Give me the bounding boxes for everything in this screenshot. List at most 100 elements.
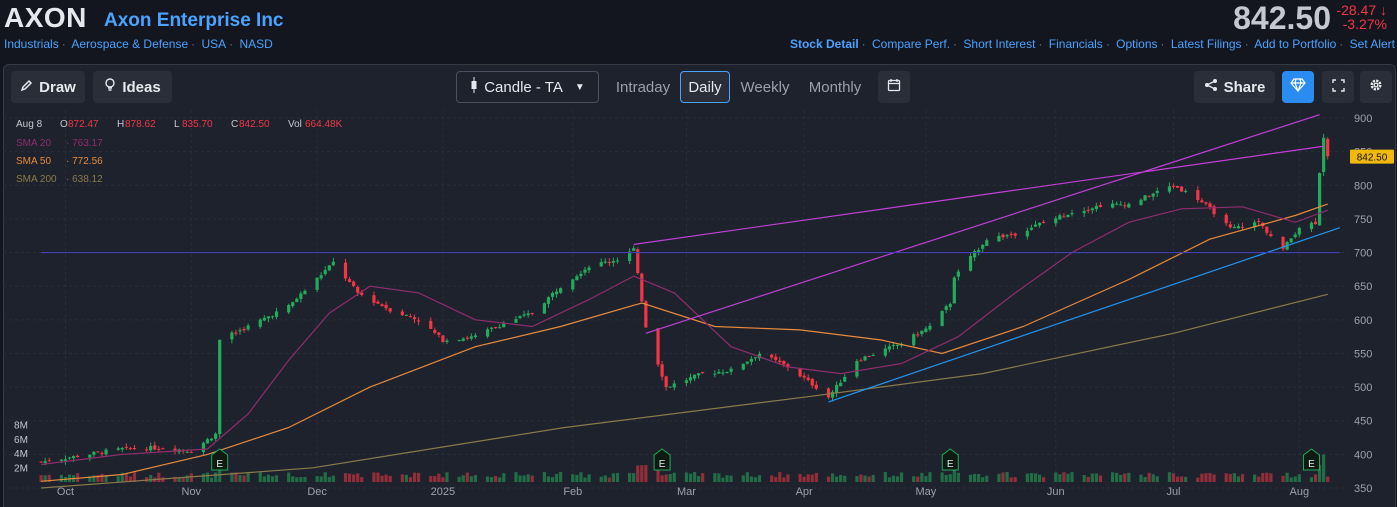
premium-button[interactable] bbox=[1282, 71, 1314, 103]
volume-bar bbox=[445, 472, 449, 482]
volume-tick-label: 6M bbox=[14, 435, 28, 446]
candle-body bbox=[1289, 238, 1293, 243]
nav-options[interactable]: Options bbox=[1116, 37, 1158, 51]
sector-link-subindustry[interactable]: Aerospace & Defense bbox=[71, 37, 189, 51]
volume-bar bbox=[39, 475, 43, 482]
trendline-lower-support[interactable] bbox=[828, 227, 1341, 403]
nav-financials[interactable]: Financials bbox=[1048, 37, 1103, 51]
trendline-upper-channel-top[interactable] bbox=[633, 145, 1324, 246]
candle-body bbox=[912, 334, 916, 346]
earnings-marker[interactable] bbox=[941, 448, 959, 471]
candle-body bbox=[701, 372, 705, 374]
candle-body bbox=[128, 448, 133, 450]
sector-link-exchange[interactable]: NASD bbox=[239, 37, 273, 51]
tab-weekly[interactable]: Weekly bbox=[740, 78, 790, 96]
draw-button[interactable]: Draw bbox=[11, 71, 85, 103]
gear-icon bbox=[1369, 78, 1383, 96]
volume-bar bbox=[270, 476, 275, 482]
candle-body bbox=[1155, 190, 1159, 194]
fullscreen-button[interactable] bbox=[1322, 71, 1354, 103]
candle-body bbox=[977, 250, 981, 253]
volume-bar bbox=[43, 475, 47, 482]
candle-body bbox=[238, 330, 242, 332]
nav-compare-perf[interactable]: Compare Perf. bbox=[872, 37, 951, 51]
candle-body bbox=[636, 249, 640, 273]
candle-body bbox=[514, 319, 518, 323]
settings-button[interactable] bbox=[1360, 71, 1392, 103]
legend-vol-value: 664.48K bbox=[305, 119, 343, 130]
volume-bar bbox=[640, 465, 644, 482]
nav-short-interest[interactable]: Short Interest bbox=[963, 37, 1036, 51]
candle-body bbox=[92, 451, 96, 455]
candle-body bbox=[871, 354, 875, 356]
candle-body bbox=[266, 316, 271, 319]
ticker-symbol: AXON bbox=[4, 2, 87, 33]
company-name[interactable]: Axon Enterprise Inc bbox=[104, 10, 284, 31]
sector-link-industry[interactable]: Industrials bbox=[4, 37, 59, 51]
volume-bar bbox=[1240, 474, 1245, 482]
candle-body bbox=[274, 311, 279, 317]
volume-bar bbox=[717, 473, 721, 482]
volume-bar bbox=[441, 477, 445, 482]
nav-add-portfolio[interactable]: Add to Portfolio bbox=[1254, 37, 1337, 51]
tab-monthly[interactable]: Monthly bbox=[808, 78, 862, 96]
candle-body bbox=[433, 330, 437, 333]
nav-latest-filings[interactable]: Latest Filings bbox=[1170, 37, 1242, 51]
x-tick-label: Feb bbox=[563, 486, 582, 498]
earnings-marker[interactable] bbox=[1302, 448, 1320, 471]
volume-tick-label: 4M bbox=[14, 449, 28, 460]
volume-bar bbox=[1062, 472, 1066, 482]
earnings-marker[interactable] bbox=[211, 448, 229, 471]
candle-body bbox=[1119, 204, 1123, 206]
candle-body bbox=[599, 262, 603, 267]
volume-bar bbox=[1119, 474, 1123, 482]
volume-bar bbox=[469, 476, 473, 482]
volume-bar bbox=[644, 465, 648, 482]
volume-bar bbox=[1289, 477, 1293, 482]
candle-body bbox=[469, 336, 473, 339]
share-button[interactable]: Share bbox=[1194, 71, 1275, 103]
volume-bar bbox=[327, 476, 331, 482]
candle-body bbox=[583, 269, 587, 273]
legend-indicator-name: SMA 20 bbox=[16, 138, 51, 149]
candle-body bbox=[1232, 227, 1236, 229]
candle-body bbox=[388, 308, 392, 312]
tab-daily[interactable]: Daily bbox=[680, 71, 730, 103]
volume-bar bbox=[400, 474, 404, 482]
earnings-marker-label: E bbox=[1308, 459, 1315, 470]
candle-body bbox=[400, 311, 404, 316]
volume-bar bbox=[835, 476, 839, 482]
candle-body bbox=[668, 386, 672, 388]
volume-bar bbox=[668, 474, 672, 482]
volume-bar bbox=[526, 474, 530, 482]
volume-bar bbox=[299, 477, 303, 482]
chart-type-select[interactable]: Candle - TA ▼ bbox=[456, 71, 599, 103]
sma50-line bbox=[41, 203, 1328, 482]
volume-bar bbox=[859, 474, 863, 482]
candle-body bbox=[153, 445, 157, 450]
candle-body bbox=[149, 446, 153, 451]
ideas-button[interactable]: Ideas bbox=[93, 71, 172, 103]
volume-bar bbox=[132, 472, 137, 482]
earnings-marker[interactable] bbox=[653, 448, 671, 471]
calendar-button[interactable] bbox=[878, 71, 910, 103]
volume-bar bbox=[92, 475, 96, 482]
nav-set-alert[interactable]: Set Alert bbox=[1349, 37, 1395, 51]
volume-bar bbox=[863, 475, 867, 482]
candle-body bbox=[303, 290, 307, 295]
volume-bar bbox=[67, 474, 72, 482]
tab-intraday[interactable]: Intraday bbox=[615, 78, 671, 96]
volume-bar bbox=[867, 476, 871, 482]
volume-bar bbox=[376, 472, 380, 482]
price-chart[interactable]: 900850800750700650600550500450400350OctN… bbox=[3, 110, 1394, 506]
sector-link-country[interactable]: USA bbox=[201, 37, 227, 51]
candle-body bbox=[412, 317, 417, 320]
candle-body bbox=[579, 273, 583, 277]
nav-stock-detail[interactable]: Stock Detail bbox=[789, 37, 859, 51]
candle-body bbox=[71, 455, 76, 459]
x-tick-label: Jun bbox=[1047, 486, 1065, 498]
volume-bar bbox=[741, 475, 745, 482]
candle-body bbox=[587, 267, 591, 271]
candle-body bbox=[327, 265, 331, 271]
trendline-upper-channel-rising[interactable] bbox=[645, 114, 1320, 334]
